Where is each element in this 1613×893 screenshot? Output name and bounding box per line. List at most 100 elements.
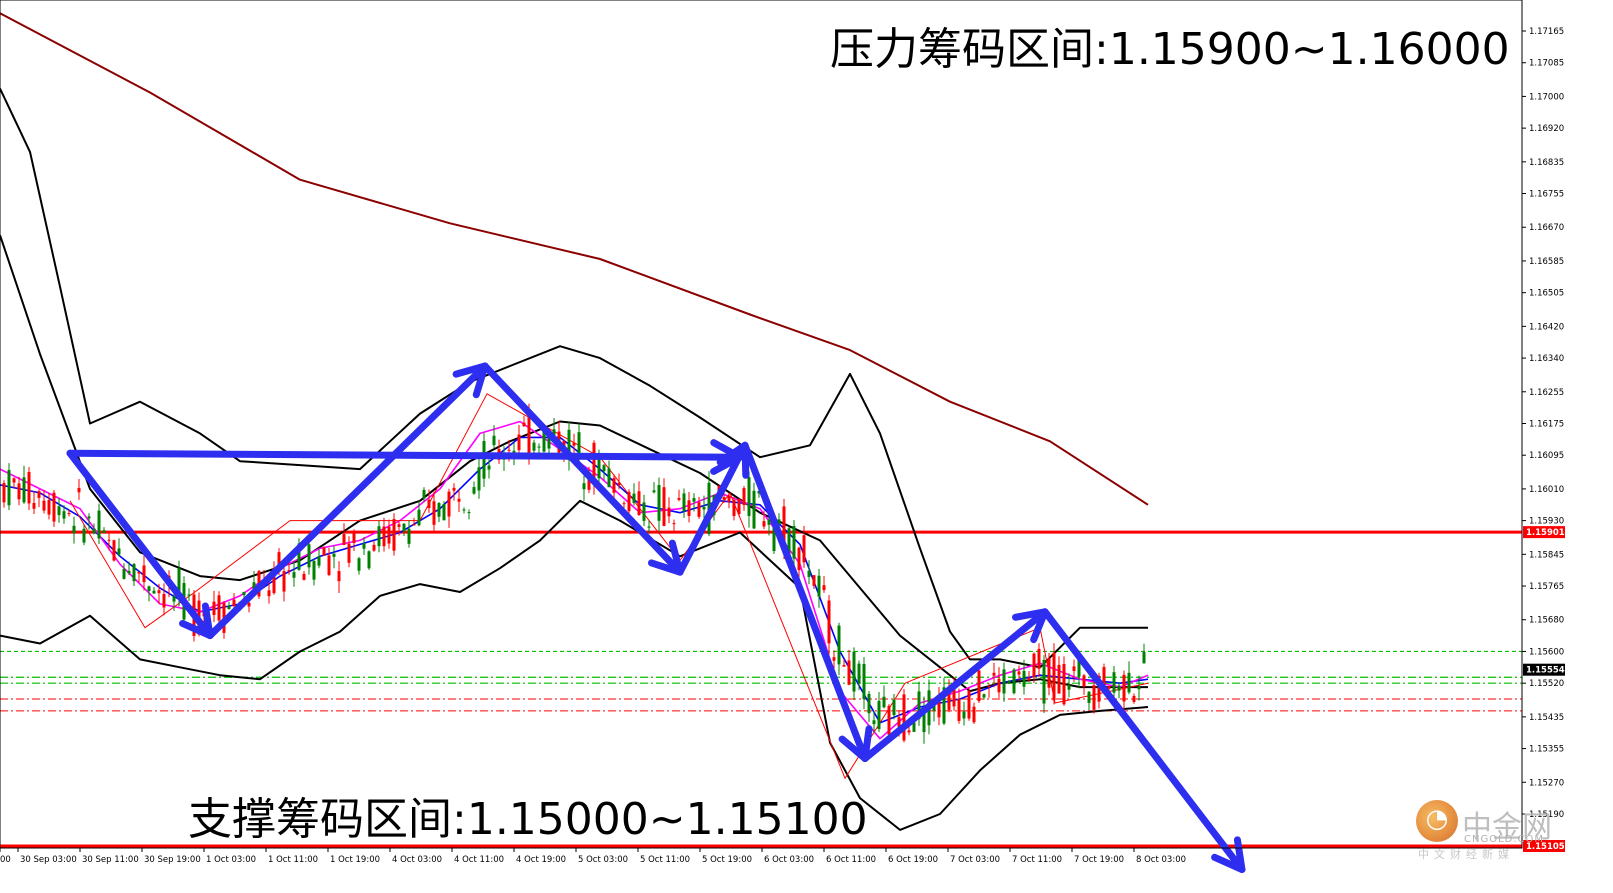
candle-body — [92, 528, 96, 534]
resistance-zone-label: 压力筹码区间:1.15900~1.16000 — [830, 24, 1510, 75]
candle-body — [782, 506, 786, 550]
x-tick-label: 1 Oct 03:00 — [206, 855, 256, 865]
candle-body — [177, 568, 181, 597]
candle-body — [922, 707, 926, 733]
x-tick-label: 00 — [0, 855, 11, 865]
candle-body — [1017, 671, 1021, 675]
candle-body — [852, 651, 856, 692]
candle-body — [252, 582, 256, 591]
logo-name: 中金网 — [1462, 810, 1552, 845]
candle-body — [1127, 672, 1131, 693]
candle-body — [1112, 672, 1116, 693]
candle-body — [527, 409, 531, 460]
candle-body — [742, 488, 746, 506]
candle-body — [412, 524, 416, 526]
candle-body — [757, 490, 761, 494]
candle-body — [747, 477, 751, 516]
candle-body — [487, 465, 491, 470]
candle-body — [332, 553, 336, 557]
candle-body — [877, 700, 881, 729]
candle-body — [832, 657, 836, 661]
candle-body — [822, 585, 826, 591]
candle-body — [452, 487, 456, 491]
candle-body — [1117, 685, 1121, 691]
candle-body — [142, 565, 146, 583]
candle-body — [992, 672, 996, 676]
candle-body — [1027, 677, 1031, 681]
logo-domain: CNGOLD.COM — [1464, 834, 1545, 845]
candle-body — [882, 696, 886, 708]
logo-mark-icon: ◔ — [1416, 800, 1458, 842]
trend-arrow-head — [1211, 836, 1246, 874]
candle-body — [1082, 675, 1086, 687]
candle-body — [242, 592, 246, 596]
candle-body — [892, 699, 896, 716]
cngold-logo: ◔ 中金网 CNGOLD.COM 中文财经新媒 — [1416, 800, 1606, 861]
candle-body — [682, 493, 686, 512]
y-tick-label: 1.15190 — [1529, 810, 1564, 820]
candle-body — [737, 498, 741, 515]
candle-body — [1102, 667, 1106, 693]
candle-body — [1137, 686, 1141, 690]
candle-body — [82, 528, 86, 543]
candle-body — [907, 730, 911, 733]
y-tick-label: 1.17085 — [1529, 59, 1564, 69]
y-tick-label: 1.16095 — [1529, 451, 1564, 461]
trend-arrow-shaft — [676, 441, 749, 576]
x-tick-label: 7 Oct 11:00 — [1012, 855, 1062, 865]
candle-body — [597, 459, 601, 479]
candle-body — [787, 528, 791, 557]
candle-body — [387, 526, 391, 544]
candle-body — [827, 600, 831, 644]
candle-body — [637, 491, 641, 516]
trend-arrow-shaft — [481, 362, 684, 576]
candle-body — [377, 526, 381, 547]
candle-body — [317, 556, 321, 566]
candle-body — [267, 590, 271, 597]
candle-body — [277, 552, 281, 571]
candle-body — [982, 694, 986, 698]
candle-body — [702, 506, 706, 510]
candle-body — [817, 575, 821, 597]
candle-body — [17, 483, 21, 500]
candle-body — [572, 442, 576, 446]
candle-body — [777, 519, 781, 525]
candle-body — [577, 432, 581, 459]
y-tick-label: 1.15520 — [1529, 679, 1564, 689]
candle-body — [837, 625, 841, 665]
candle-body — [997, 678, 1001, 693]
y-tick-label: 1.15435 — [1529, 713, 1564, 723]
candle-body — [1142, 652, 1146, 664]
x-tick-label: 30 Sep 19:00 — [144, 855, 201, 865]
candle-body — [792, 526, 796, 559]
candle-body — [232, 599, 236, 607]
candle-body — [802, 535, 806, 563]
y-tick-label: 1.15845 — [1529, 550, 1564, 560]
candle-body — [467, 512, 471, 514]
candle-body — [632, 493, 636, 503]
candle-body — [397, 524, 401, 527]
candle-body — [162, 593, 166, 608]
candle-body — [1072, 666, 1076, 672]
y-tick-label: 1.16920 — [1529, 124, 1564, 134]
candle-body — [472, 487, 476, 494]
candle-body — [622, 503, 626, 505]
candle-body — [1052, 652, 1056, 701]
candle-body — [692, 498, 696, 502]
trend-arrow-shaft — [66, 449, 214, 640]
candle-body — [342, 534, 346, 545]
y-tick-label: 1.15930 — [1529, 517, 1564, 527]
y-tick-label: 1.15355 — [1529, 745, 1564, 755]
candle-body — [482, 441, 486, 479]
candle-body — [297, 543, 301, 570]
plot-frame — [0, 0, 1523, 849]
candle-body — [872, 720, 876, 725]
candle-body — [1037, 648, 1041, 669]
candle-body — [312, 560, 316, 580]
candle-body — [697, 502, 701, 517]
candle-body — [272, 568, 276, 594]
candle-body — [767, 519, 771, 525]
candle-body — [957, 699, 961, 721]
candle-body — [652, 490, 656, 493]
candle-body — [532, 442, 536, 451]
